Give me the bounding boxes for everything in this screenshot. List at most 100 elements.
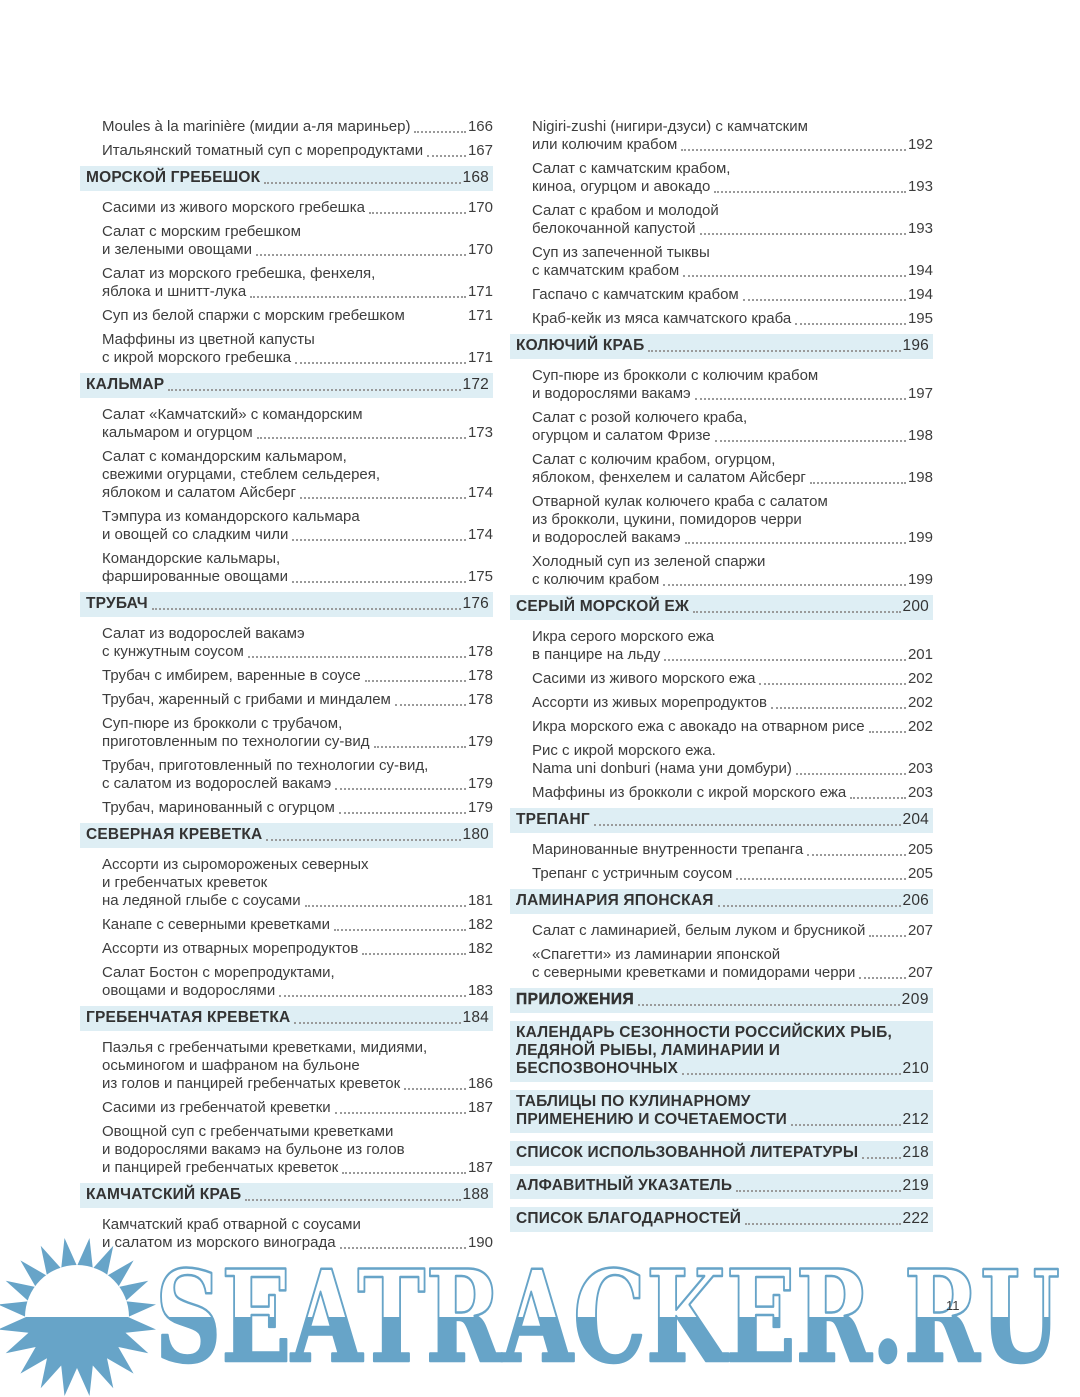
toc-last-line: яблоком и салатом Айсберг 174: [102, 484, 493, 502]
page-ref: 197: [907, 385, 933, 402]
toc-section-title: СПИСОК ИСПОЛЬЗОВАННОЙ ЛИТЕРАТУРЫ: [516, 1144, 859, 1161]
toc-entry-title: белокочанной капустой: [532, 220, 696, 237]
page-ref: 186: [467, 1075, 493, 1092]
page-ref: 203: [907, 760, 933, 777]
toc-section-header: МОРСКОЙ ГРЕБЕШОК 168: [80, 166, 493, 191]
toc-section-title: КАЛЬМАР: [86, 376, 165, 393]
page-ref: 171: [467, 283, 493, 300]
toc-entry-line: из брокколи, цукини, помидоров черри: [532, 511, 802, 528]
dotted-leader: [683, 275, 906, 277]
toc-entry-title: с салатом из водорослей вакамэ: [102, 775, 332, 792]
dotted-leader: [250, 296, 466, 298]
dotted-leader: [648, 350, 901, 352]
toc-entry-title: Маринованные внутренности трепанга: [532, 841, 804, 858]
page-ref: 167: [467, 142, 493, 159]
page-ref: 199: [907, 571, 933, 588]
page-ref: 188: [462, 1186, 489, 1203]
dotted-leader: [292, 539, 466, 541]
toc-last-line: яблока и шнитт-лука 171: [102, 283, 493, 301]
toc-entry-title: с кунжутным соусом: [102, 643, 244, 660]
toc-last-line: Ассорти из отварных морепродуктов 182: [102, 940, 493, 958]
page-ref: 168: [462, 169, 489, 186]
toc-section-title: ТРЕПАНГ: [516, 811, 590, 828]
toc-last-line: или колючим крабом 192: [532, 136, 933, 154]
dotted-leader: [338, 812, 466, 814]
toc-entry-line: Отварной кулак колючего краба с салатом: [532, 493, 828, 510]
page-ref: 179: [467, 775, 493, 792]
page-ref: 203: [907, 784, 933, 801]
toc-section-header: СЕРЫЙ МОРСКОЙ ЕЖ 200: [510, 595, 933, 620]
dotted-leader: [682, 1073, 901, 1075]
toc-last-line: яблоком, фенхелем и салатом Айсберг 198: [532, 469, 933, 487]
dotted-leader: [168, 389, 461, 391]
toc-last-line: на ледяной глыбе с соусами 181: [102, 892, 493, 910]
toc-section-title: ПРИЛОЖЕНИЯ: [516, 991, 635, 1008]
page-ref: 181: [467, 892, 493, 909]
dotted-leader: [342, 1172, 466, 1174]
toc-entry: Салат с розой колючего краба, огурцом и с…: [510, 409, 933, 445]
toc-entry: Салат с ламинарией, белым луком и брусни…: [510, 922, 933, 940]
toc-entry-line: Салат из морского гребешка, фенхеля,: [102, 265, 376, 282]
toc-entry: Салат из водорослей вакамэ с кунжутным со…: [80, 625, 493, 661]
dotted-leader: [771, 707, 906, 709]
dotted-leader: [790, 1124, 901, 1126]
toc-entry-title: Трепанг с устричным соусом: [532, 865, 733, 882]
toc-last-line: ПРИЛОЖЕНИЯ 209: [516, 991, 929, 1009]
toc-last-line: с камчатским крабом 194: [532, 262, 933, 280]
dotted-leader: [809, 482, 906, 484]
toc-entry: Камчатский краб отварной с соусами и сала…: [80, 1216, 493, 1252]
toc-last-line: с салатом из водорослей вакамэ 179: [102, 775, 493, 793]
toc-entry-title: и водорослей вакамэ: [532, 529, 681, 546]
page-ref: 201: [907, 646, 933, 663]
toc-entry: Сасими из живого морского гребешка 170: [80, 199, 493, 217]
page-ref: 206: [902, 892, 929, 909]
toc-entry-line: Овощной суп с гребенчатыми креветками: [102, 1123, 394, 1140]
dotted-leader: [300, 497, 466, 499]
dotted-leader: [638, 1004, 900, 1006]
toc-entry-title: приготовленным по технологии су-вид: [102, 733, 370, 750]
toc-entry-title: Канапе с северными креветками: [102, 916, 330, 933]
toc-entry-line: Камчатский краб отварной с соусами: [102, 1216, 361, 1233]
dotted-leader: [294, 1022, 461, 1024]
toc-entry-title: яблоком, фенхелем и салатом Айсберг: [532, 469, 806, 486]
toc-last-line: приготовленным по технологии су-вид 179: [102, 733, 493, 751]
dotted-leader: [295, 362, 466, 364]
toc-entry-title: Итальянский томатный суп с морепродуктам…: [102, 142, 424, 159]
toc-last-line: Итальянский томатный суп с морепродуктам…: [102, 142, 493, 160]
toc-last-line: Nama uni donburi (нама уни домбури) 203: [532, 760, 933, 778]
dotted-leader: [807, 854, 906, 856]
page-ref: 207: [907, 964, 933, 981]
sun-horizon-half: [25, 1265, 129, 1317]
toc-entry: Ассорти из сыромороженых северных и гребе…: [80, 856, 493, 910]
toc-last-line: Салат с ламинарией, белым луком и брусни…: [532, 922, 933, 940]
page-ref: 210: [902, 1060, 929, 1077]
page-ref: 173: [467, 424, 493, 441]
toc-entry-line: Ассорти из сыромороженых северных: [102, 856, 369, 873]
toc-last-line: с икрой морского гребешка 171: [102, 349, 493, 367]
toc-entry: Трубач, жаренный с грибами и миндалем 178: [80, 691, 493, 709]
page-ref: 182: [467, 916, 493, 933]
toc-last-line: и водорослей вакамэ 199: [532, 529, 933, 547]
page-ref: 180: [462, 826, 489, 843]
toc-entry-line: Холодный суп из зеленой спаржи: [532, 553, 766, 570]
page-ref: 184: [462, 1009, 489, 1026]
dotted-leader: [694, 398, 906, 400]
toc-entry-title: фаршированные овощами: [102, 568, 288, 585]
dotted-leader: [256, 437, 466, 439]
dotted-leader: [364, 680, 466, 682]
page-ref: 172: [462, 376, 489, 393]
toc-last-line: Гаспачо с камчатским крабом 194: [532, 286, 933, 304]
toc-last-line: Сасими из гребенчатой креветки 187: [102, 1099, 493, 1117]
toc-entry: Суп из белой спаржи с морским гребешком 1…: [80, 307, 493, 325]
page-ref: 170: [467, 199, 493, 216]
toc-last-line: Ассорти из живых морепродуктов 202: [532, 694, 933, 712]
page-ref: 202: [907, 670, 933, 687]
dotted-leader: [427, 155, 466, 157]
toc-section-header: ЛАМИНАРИЯ ЯПОНСКАЯ 206: [510, 889, 933, 914]
toc-last-line: Маффины из брокколи с икрой морского ежа…: [532, 784, 933, 802]
toc-entry-line: Трубач, приготовленный по технологии су-…: [102, 757, 429, 774]
dotted-leader: [759, 683, 906, 685]
toc-last-line: БЕСПОЗВОНОЧНЫХ 210: [516, 1060, 929, 1078]
toc-last-line: ГРЕБЕНЧАТАЯ КРЕВЕТКА 184: [86, 1009, 489, 1027]
toc-entry-line: Салат с крабом и молодой: [532, 202, 719, 219]
